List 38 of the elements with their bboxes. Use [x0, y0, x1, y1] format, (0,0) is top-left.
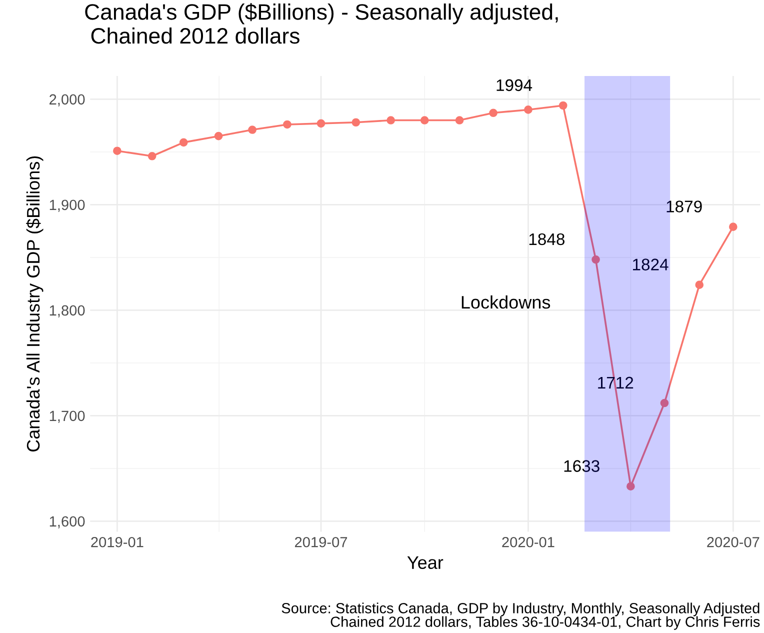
x-tick-label: 2019-01 [91, 536, 144, 548]
y-tick-label: 1,600 [50, 516, 85, 528]
point [352, 118, 360, 127]
point [558, 101, 568, 110]
y-tick-label: 2,000 [50, 94, 85, 106]
point [420, 116, 429, 124]
data-label: 1824 [633, 258, 668, 270]
point [592, 255, 600, 264]
point [248, 126, 256, 134]
data-label: 1848 [529, 233, 564, 246]
chart-title: Canada's GDP ($Billions) - Seasonally adjusted, Chained 2012 dollars [85, 3, 558, 44]
data-label: 1994 [496, 79, 532, 92]
point [455, 116, 464, 124]
x-tick-label: 2019-07 [294, 536, 348, 548]
point [728, 222, 738, 231]
y-axis-title: Canada's All Industry GDP ($Billions) [26, 156, 44, 452]
x-tick-label: 2020-01 [502, 536, 554, 548]
point [283, 120, 292, 129]
point [386, 116, 395, 124]
point [695, 280, 704, 290]
point [489, 108, 498, 118]
data-label: 1879 [666, 200, 702, 212]
data-label: 1633 [564, 460, 600, 472]
point [148, 152, 156, 160]
point [214, 132, 223, 140]
x-tick-label: 2020-07 [707, 536, 760, 548]
point [524, 106, 532, 114]
y-tick-label: 1,900 [50, 200, 85, 212]
point [626, 482, 635, 491]
point [113, 146, 122, 156]
y-tick-label: 1,800 [50, 305, 85, 318]
point [316, 119, 326, 128]
x-axis-title: Year [407, 556, 444, 569]
y-tick-label: 1,700 [50, 410, 85, 423]
point [179, 138, 188, 147]
band-label: Lockdowns [462, 295, 550, 309]
source-note: Source: Statistics Canada, GDP by Industry, Monthly, Seasonally Adjusted Chained 2012 dollars, Tables 36-10-0434-01, Chart by Chris Ferris [282, 602, 760, 630]
point [660, 398, 669, 408]
